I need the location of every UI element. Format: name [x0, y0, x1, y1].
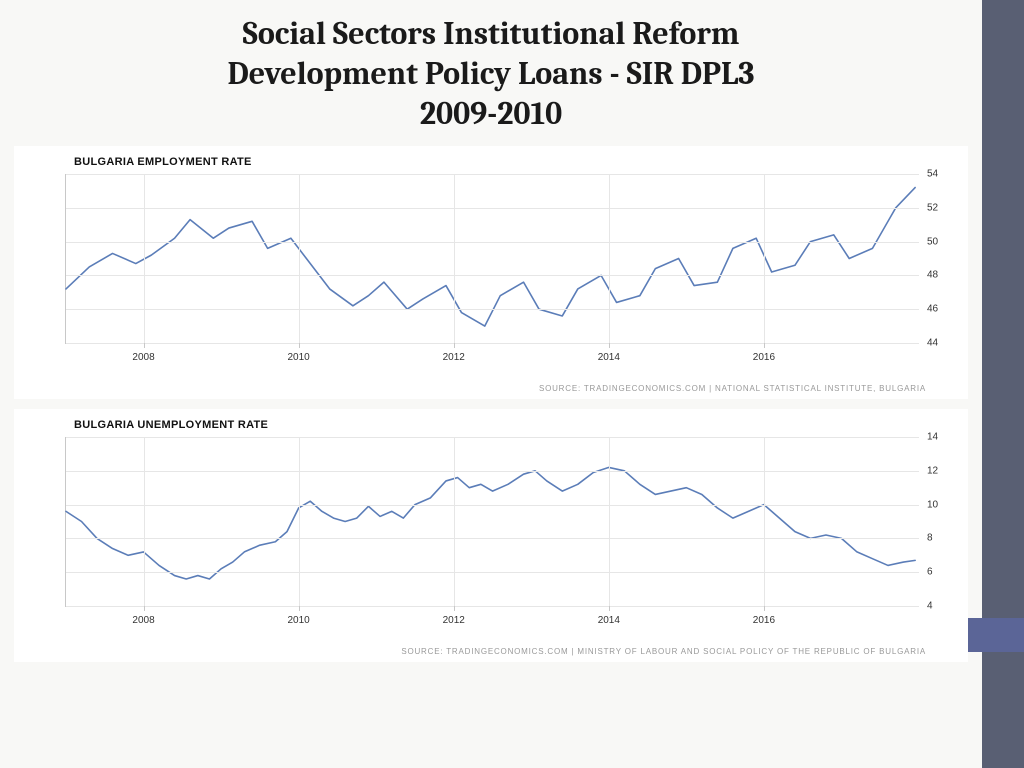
gridline-h [66, 437, 919, 438]
ytick-label: 6 [927, 567, 959, 578]
gridline-v [454, 437, 455, 606]
gridline-h [66, 242, 919, 243]
xtick-label: 2016 [734, 352, 794, 363]
xtick-mark [454, 606, 455, 611]
xtick-mark [764, 343, 765, 348]
xtick-label: 2010 [269, 352, 329, 363]
ytick-label: 44 [927, 338, 959, 349]
gridline-h [66, 505, 919, 506]
ytick-label: 48 [927, 270, 959, 281]
gridline-h [66, 538, 919, 539]
chart1-line [66, 174, 919, 343]
unemployment-chart-block: BULGARIA UNEMPLOYMENT RATE 4681012142008… [14, 409, 968, 662]
gridline-v [764, 174, 765, 343]
gridline-h [66, 275, 919, 276]
chart1-source: SOURCE: TRADINGECONOMICS.COM | NATIONAL … [14, 382, 968, 399]
title-line-3: 2009-2010 [10, 94, 972, 134]
ytick-label: 12 [927, 465, 959, 476]
gridline-h [66, 471, 919, 472]
xtick-mark [764, 606, 765, 611]
gridline-v [609, 437, 610, 606]
chart1-wrap: 44464850525420082010201220142016 [21, 174, 961, 382]
xtick-label: 2016 [734, 615, 794, 626]
chart2-title: BULGARIA UNEMPLOYMENT RATE [14, 409, 968, 437]
gridline-h [66, 208, 919, 209]
xtick-label: 2012 [424, 615, 484, 626]
ytick-label: 46 [927, 304, 959, 315]
gridline-h [66, 343, 919, 344]
xtick-label: 2014 [579, 352, 639, 363]
sidebar-accent [968, 618, 1024, 652]
xtick-label: 2010 [269, 615, 329, 626]
xtick-mark [144, 606, 145, 611]
xtick-mark [299, 343, 300, 348]
gridline-h [66, 572, 919, 573]
xtick-mark [144, 343, 145, 348]
chart1-plot-area: 44464850525420082010201220142016 [65, 174, 919, 344]
xtick-mark [454, 343, 455, 348]
xtick-label: 2008 [114, 352, 174, 363]
gridline-v [764, 437, 765, 606]
slide-title: Social Sectors Institutional Reform Deve… [10, 14, 972, 134]
ytick-label: 14 [927, 432, 959, 443]
chart2-source: SOURCE: TRADINGECONOMICS.COM | MINISTRY … [14, 645, 968, 662]
gridline-h [66, 606, 919, 607]
xtick-mark [609, 343, 610, 348]
employment-chart-block: BULGARIA EMPLOYMENT RATE 444648505254200… [14, 146, 968, 399]
gridline-h [66, 309, 919, 310]
gridline-v [299, 174, 300, 343]
gridline-v [144, 437, 145, 606]
ytick-label: 52 [927, 202, 959, 213]
ytick-label: 8 [927, 533, 959, 544]
title-line-1: Social Sectors Institutional Reform [10, 14, 972, 54]
gridline-v [144, 174, 145, 343]
xtick-mark [609, 606, 610, 611]
ytick-label: 4 [927, 601, 959, 612]
ytick-label: 54 [927, 169, 959, 180]
chart2-plot-area: 46810121420082010201220142016 [65, 437, 919, 607]
gridline-v [609, 174, 610, 343]
chart2-line [66, 437, 919, 606]
gridline-v [454, 174, 455, 343]
sidebar-decor [982, 0, 1024, 768]
slide-content: Social Sectors Institutional Reform Deve… [0, 0, 982, 768]
xtick-mark [299, 606, 300, 611]
chart1-title: BULGARIA EMPLOYMENT RATE [14, 146, 968, 174]
xtick-label: 2014 [579, 615, 639, 626]
ytick-label: 10 [927, 499, 959, 510]
gridline-h [66, 174, 919, 175]
xtick-label: 2008 [114, 615, 174, 626]
xtick-label: 2012 [424, 352, 484, 363]
gridline-v [299, 437, 300, 606]
title-line-2: Development Policy Loans - SIR DPL3 [10, 54, 972, 94]
chart2-wrap: 46810121420082010201220142016 [21, 437, 961, 645]
ytick-label: 50 [927, 236, 959, 247]
